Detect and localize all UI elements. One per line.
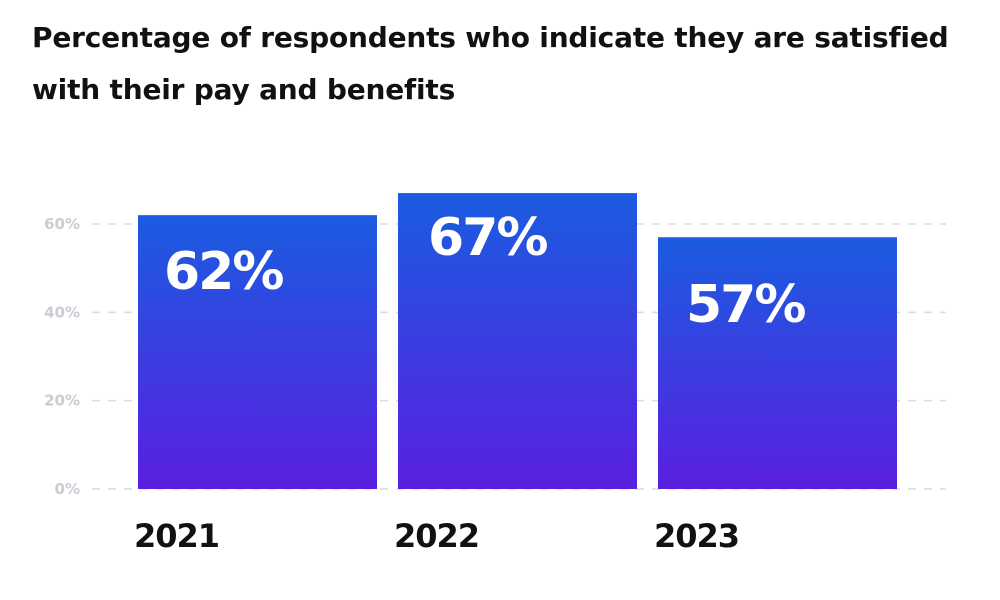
bar (398, 193, 637, 490)
x-category-label: 2022 (394, 517, 479, 555)
bar (658, 237, 897, 489)
y-tick-label: 0% (55, 480, 80, 498)
y-tick-label: 20% (44, 392, 80, 410)
y-tick-label: 40% (44, 303, 80, 321)
bar-value-label: 57% (686, 275, 805, 335)
x-category-label: 2023 (654, 517, 739, 555)
bar-value-label: 67% (428, 208, 547, 268)
bars (138, 193, 897, 490)
y-tick-label: 60% (44, 215, 80, 233)
chart-title: Percentage of respondents who indicate t… (32, 21, 949, 106)
bar-value-label: 62% (164, 242, 283, 302)
bar (138, 215, 377, 489)
labels: 62% 2021 67% 2022 57% 2023 (134, 208, 807, 555)
x-category-label: 2021 (134, 517, 219, 555)
